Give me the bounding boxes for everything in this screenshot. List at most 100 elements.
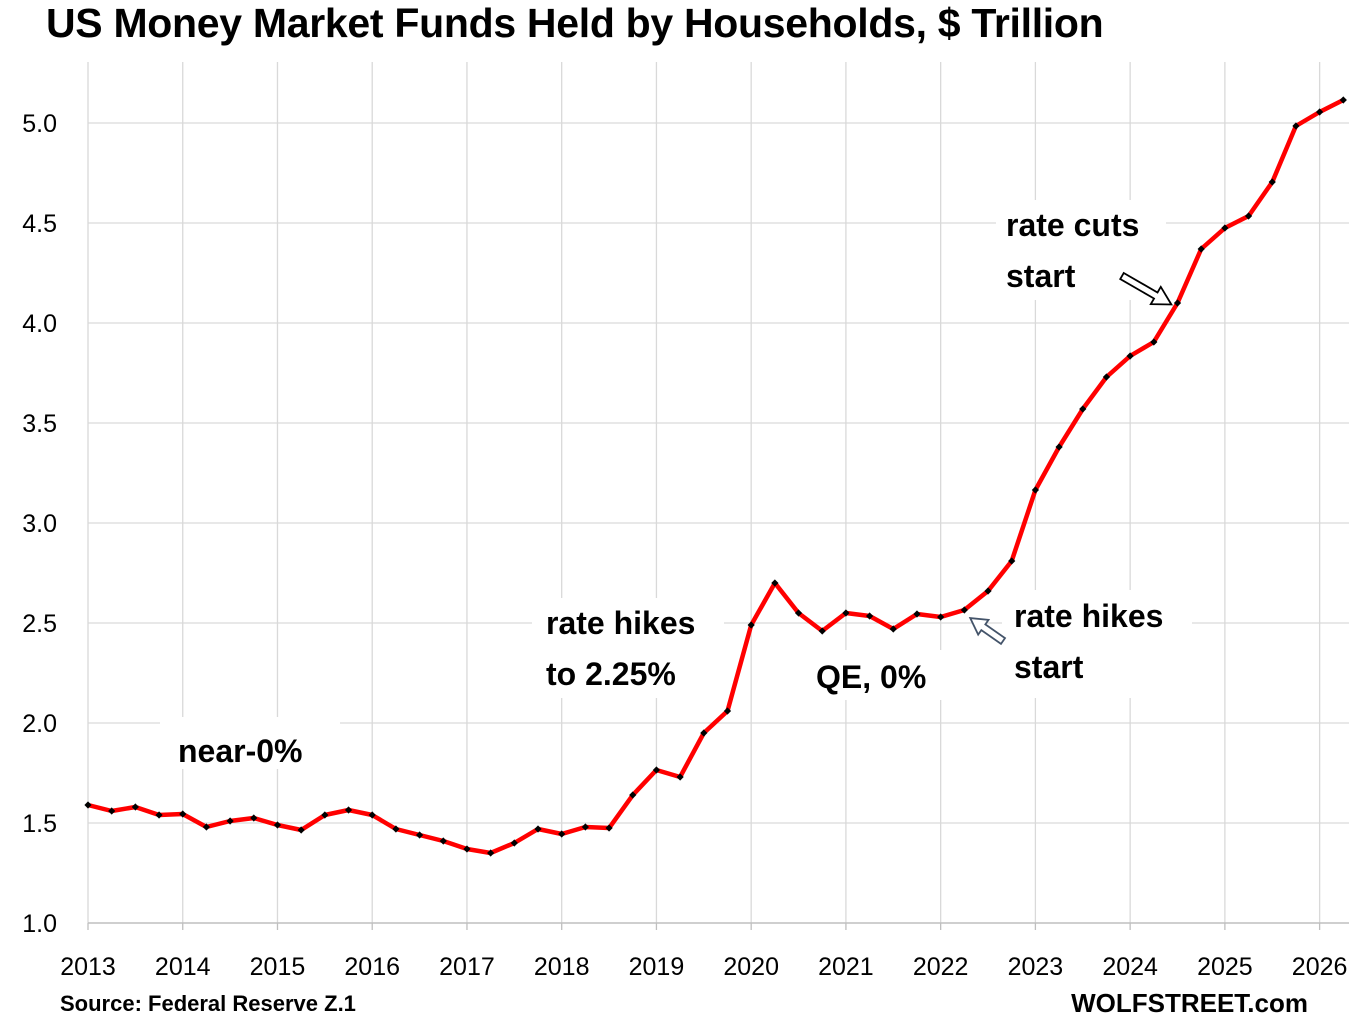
data-point (794, 609, 803, 617)
x-tick-label: 2017 (439, 953, 495, 981)
x-tick-label: 2014 (155, 953, 211, 981)
data-point (1316, 108, 1324, 116)
data-point (297, 826, 305, 834)
data-point (676, 773, 684, 781)
data-point (179, 810, 187, 818)
x-tick-label: 2024 (1102, 953, 1158, 981)
data-point (1126, 352, 1134, 360)
data-point (439, 837, 447, 845)
annotation-qe-zero: QE, 0% (816, 659, 926, 695)
data-point (960, 606, 968, 614)
data-point (368, 811, 376, 819)
data-point (487, 849, 495, 857)
grid-lines (87, 62, 1349, 923)
data-point (652, 766, 661, 774)
data-point (84, 801, 92, 809)
x-tick-label: 2023 (1008, 953, 1064, 981)
annotation-rate-hikes-start-line1: rate hikes (1014, 598, 1163, 634)
annotation-rate-hikes-2018-line1: rate hikes (546, 605, 695, 641)
data-point (1339, 96, 1347, 104)
data-point (984, 587, 992, 595)
chart-title: US Money Market Funds Held by Households… (46, 0, 1104, 46)
brand-watermark: WOLFSTREET.com (1071, 988, 1308, 1018)
y-tick-label: 4.5 (22, 210, 57, 238)
x-tick-label: 2026 (1292, 953, 1348, 981)
data-point (937, 613, 945, 621)
data-point (1268, 178, 1276, 186)
data-point (273, 821, 282, 829)
data-point (510, 839, 518, 847)
x-tick-label: 2022 (913, 953, 969, 981)
series-line (85, 97, 1346, 856)
x-tick-label: 2020 (723, 953, 779, 981)
annotation-bg-near-zero (160, 717, 340, 769)
data-point (1197, 245, 1205, 253)
x-tick-label: 2015 (250, 953, 306, 981)
y-tick-label: 1.5 (22, 810, 57, 838)
arrow-icon (1119, 271, 1173, 306)
source-note: Source: Federal Reserve Z.1 (60, 991, 356, 1016)
data-point (321, 811, 329, 819)
annotation-rate-hikes-start-line2: start (1014, 649, 1084, 685)
y-tick-label: 1.0 (22, 910, 57, 938)
arrow-icon (968, 617, 1007, 646)
data-point (344, 806, 353, 814)
x-tick-label: 2019 (629, 953, 685, 981)
data-point (1079, 405, 1087, 413)
y-tick-label: 3.0 (22, 510, 57, 538)
data-point (913, 610, 921, 618)
data-point (605, 824, 613, 832)
data-point (747, 621, 755, 629)
data-point (250, 814, 258, 822)
data-point (108, 807, 116, 815)
x-tick-label: 2025 (1197, 953, 1253, 981)
data-point (155, 811, 163, 819)
data-point (1102, 373, 1111, 381)
data-point (629, 791, 637, 799)
data-point (392, 825, 400, 833)
data-point (842, 609, 850, 617)
data-point (1221, 224, 1229, 232)
x-tick-label: 2013 (60, 953, 116, 981)
data-point (1244, 212, 1253, 220)
annotation-rate-hikes-2018-line2: to 2.25% (546, 656, 676, 692)
data-point (581, 823, 589, 831)
data-point (866, 612, 874, 620)
data-point (771, 579, 779, 587)
data-point (723, 707, 732, 715)
series-line-path (85, 97, 1346, 856)
y-tick-label: 2.0 (22, 710, 57, 738)
data-point (1055, 443, 1063, 451)
data-point (1292, 122, 1300, 130)
y-tick-label: 4.0 (22, 310, 57, 338)
data-point (131, 803, 139, 811)
data-point (463, 845, 471, 853)
x-tick-label: 2016 (344, 953, 400, 981)
x-axis: 2013 2014 2015 2016 2017 2018 2019 2020 2021 2022… (60, 922, 1349, 981)
annotation-near-zero: near-0% (178, 733, 303, 769)
annotation-bg-rate-hikes-start (1002, 590, 1192, 698)
data-point (889, 625, 897, 633)
y-tick-label: 5.0 (22, 110, 57, 138)
y-axis: 1.0 1.5 2.0 2.5 3.0 3.5 4.0 4.5 5.0 (22, 110, 57, 938)
data-point (1031, 486, 1039, 494)
x-tick-label: 2021 (818, 953, 874, 981)
annotations: near-0% rate hikes to 2.25% QE, 0% rate … (160, 200, 1192, 769)
data-point (534, 825, 542, 833)
data-point (415, 831, 424, 839)
data-point (818, 627, 826, 635)
data-point (1173, 299, 1182, 307)
x-tick-label: 2018 (534, 953, 590, 981)
data-point (202, 823, 211, 831)
data-point (1150, 338, 1158, 346)
y-tick-label: 2.5 (22, 610, 57, 638)
annotation-rate-cuts-start-line1: rate cuts (1006, 207, 1139, 243)
data-point (700, 729, 708, 737)
annotation-rate-cuts-start-line2: start (1006, 258, 1076, 294)
data-point (226, 817, 234, 825)
data-point (558, 830, 566, 838)
data-point (1008, 557, 1016, 565)
series-markers (84, 96, 1347, 857)
annotation-bg-qe-zero (805, 650, 947, 700)
